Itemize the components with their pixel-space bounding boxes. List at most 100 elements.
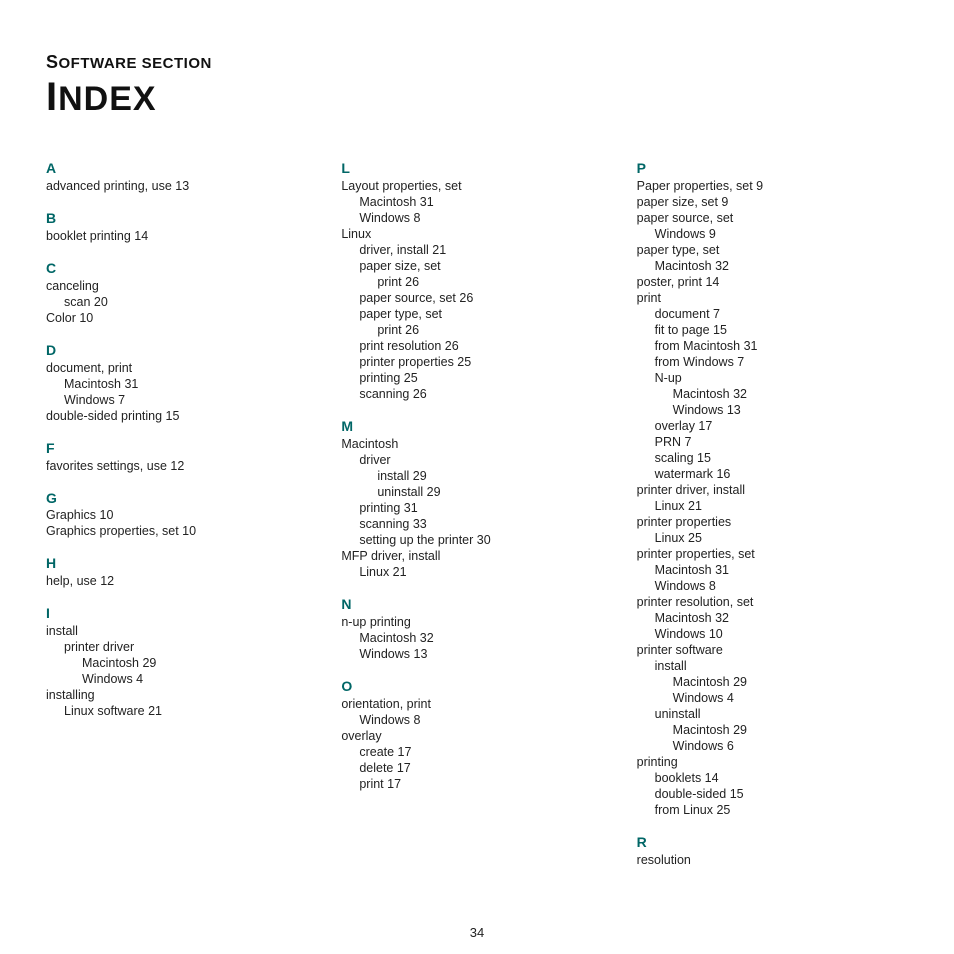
index-entry: Color 10	[46, 310, 317, 326]
index-entry: resolution	[637, 852, 908, 868]
index-subentry: Macintosh 31	[637, 562, 908, 578]
index-subentry: Windows 13	[341, 646, 612, 662]
index-entry: printer resolution, set	[637, 594, 908, 610]
index-letter-a: A	[46, 160, 317, 178]
index-entry: Layout properties, set	[341, 178, 612, 194]
index-subentry: print resolution 26	[341, 338, 612, 354]
index-letter-r: R	[637, 834, 908, 852]
index-letter-b: B	[46, 210, 317, 228]
index-subentry: setting up the printer 30	[341, 532, 612, 548]
index-subentry: print 26	[341, 322, 612, 338]
index-subentry: scaling 15	[637, 450, 908, 466]
index-subentry: document 7	[637, 306, 908, 322]
index-subentry: paper size, set	[341, 258, 612, 274]
index-entry: Graphics 10	[46, 507, 317, 523]
index-subentry: watermark 16	[637, 466, 908, 482]
index-entry: favorites settings, use 12	[46, 458, 317, 474]
index-entry: paper type, set	[637, 242, 908, 258]
index-entry: booklet printing 14	[46, 228, 317, 244]
index-subentry: fit to page 15	[637, 322, 908, 338]
kicker-rest: OFTWARE SECTION	[59, 55, 212, 72]
index-subentry: print 26	[341, 274, 612, 290]
index-entry: printing	[637, 754, 908, 770]
index-subentry: scanning 33	[341, 516, 612, 532]
index-entry: Macintosh	[341, 436, 612, 452]
kicker-initial: S	[46, 52, 59, 72]
index-subentry: uninstall	[637, 706, 908, 722]
page-title: INDEX	[46, 75, 908, 120]
index-subentry: Windows 10	[637, 626, 908, 642]
index-subentry: overlay 17	[637, 418, 908, 434]
page-number: 34	[0, 925, 954, 940]
index-subentry: from Linux 25	[637, 802, 908, 818]
index-entry: help, use 12	[46, 573, 317, 589]
index-subentry: double-sided 15	[637, 786, 908, 802]
index-subentry: Windows 8	[637, 578, 908, 594]
index-subentry: PRN 7	[637, 434, 908, 450]
index-subentry: paper type, set	[341, 306, 612, 322]
index-subentry: print 17	[341, 776, 612, 792]
index-subentry: booklets 14	[637, 770, 908, 786]
index-subentry: Linux software 21	[46, 703, 317, 719]
index-subentry: Windows 4	[46, 671, 317, 687]
index-letter-m: M	[341, 418, 612, 436]
index-subentry: N-up	[637, 370, 908, 386]
index-subentry: from Macintosh 31	[637, 338, 908, 354]
index-entry: document, print	[46, 360, 317, 376]
index-entry: MFP driver, install	[341, 548, 612, 564]
index-letter-p: P	[637, 160, 908, 178]
index-subentry: Macintosh 29	[637, 722, 908, 738]
index-entry: printer properties	[637, 514, 908, 530]
index-entry: paper source, set	[637, 210, 908, 226]
index-entry: Linux	[341, 226, 612, 242]
title-initial: I	[46, 75, 58, 119]
index-entry: Paper properties, set 9	[637, 178, 908, 194]
index-letter-h: H	[46, 555, 317, 573]
index-letter-i: I	[46, 605, 317, 623]
index-subentry: Windows 7	[46, 392, 317, 408]
index-entry: installing	[46, 687, 317, 703]
index-subentry: Windows 9	[637, 226, 908, 242]
index-subentry: Windows 8	[341, 712, 612, 728]
index-column-2: L Layout properties, set Macintosh 31 Wi…	[341, 160, 612, 868]
index-subentry: scanning 26	[341, 386, 612, 402]
index-subentry: Linux 21	[637, 498, 908, 514]
index-letter-c: C	[46, 260, 317, 278]
index-subentry: install 29	[341, 468, 612, 484]
index-entry: poster, print 14	[637, 274, 908, 290]
index-letter-l: L	[341, 160, 612, 178]
index-subentry: Windows 8	[341, 210, 612, 226]
index-subentry: Windows 13	[637, 402, 908, 418]
index-subentry: Macintosh 32	[637, 386, 908, 402]
index-entry: overlay	[341, 728, 612, 744]
section-kicker: SOFTWARE SECTION	[46, 52, 908, 73]
index-letter-d: D	[46, 342, 317, 360]
index-entry: orientation, print	[341, 696, 612, 712]
index-subentry: Macintosh 32	[637, 610, 908, 626]
index-subentry: Macintosh 29	[637, 674, 908, 690]
index-entry: paper size, set 9	[637, 194, 908, 210]
index-subentry: Macintosh 31	[46, 376, 317, 392]
index-subentry: driver	[341, 452, 612, 468]
index-letter-g: G	[46, 490, 317, 508]
index-entry: n-up printing	[341, 614, 612, 630]
index-entry: canceling	[46, 278, 317, 294]
index-subentry: printing 31	[341, 500, 612, 516]
index-page: SOFTWARE SECTION INDEX A advanced printi…	[0, 0, 954, 954]
index-subentry: Windows 6	[637, 738, 908, 754]
index-subentry: install	[637, 658, 908, 674]
index-entry: Graphics properties, set 10	[46, 523, 317, 539]
index-entry: advanced printing, use 13	[46, 178, 317, 194]
index-subentry: Macintosh 32	[341, 630, 612, 646]
index-column-1: A advanced printing, use 13 B booklet pr…	[46, 160, 317, 868]
index-subentry: driver, install 21	[341, 242, 612, 258]
index-subentry: Linux 21	[341, 564, 612, 580]
index-subentry: Windows 4	[637, 690, 908, 706]
index-subentry: Macintosh 29	[46, 655, 317, 671]
index-subentry: Macintosh 32	[637, 258, 908, 274]
index-entry: printer driver, install	[637, 482, 908, 498]
index-subentry: from Windows 7	[637, 354, 908, 370]
index-entry: printer software	[637, 642, 908, 658]
index-subentry: paper source, set 26	[341, 290, 612, 306]
index-subentry: printing 25	[341, 370, 612, 386]
